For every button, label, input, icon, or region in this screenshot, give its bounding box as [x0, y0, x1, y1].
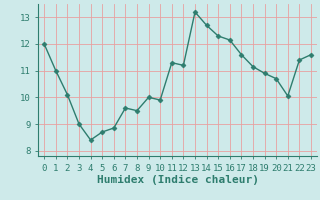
X-axis label: Humidex (Indice chaleur): Humidex (Indice chaleur): [97, 175, 259, 185]
